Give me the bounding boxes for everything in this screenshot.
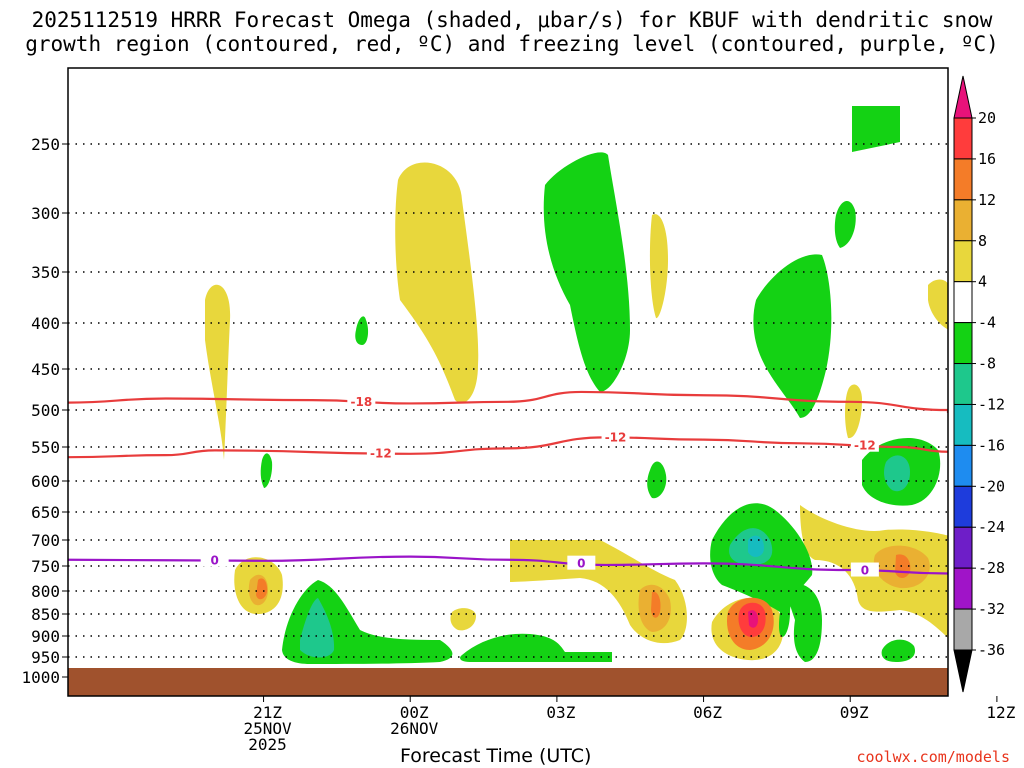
- colorbar-top-arrow: [953, 75, 973, 119]
- contour-label-bg: [850, 437, 879, 452]
- contour-label-bg: [347, 393, 376, 408]
- y-tick-label: 650: [31, 503, 60, 522]
- colorbar-swatch: [953, 567, 973, 610]
- x-tick-label: 2025: [248, 735, 287, 754]
- colorbar-swatch: [953, 281, 973, 324]
- contour-label: 0: [577, 557, 585, 571]
- y-tick-label: 850: [31, 605, 60, 624]
- omega-shade: [788, 583, 822, 662]
- x-tick-label: 25NOV: [243, 719, 292, 738]
- colorbar-label: 12: [978, 191, 996, 209]
- omega-shade: [748, 535, 764, 557]
- colorbar-label: -4: [978, 314, 996, 332]
- x-tick-label: 09Z: [840, 703, 869, 722]
- omega-shade: [928, 279, 948, 330]
- contour-label: -18: [350, 395, 372, 409]
- colorbar-swatch: [953, 158, 973, 201]
- y-tick-label: 350: [31, 263, 60, 282]
- y-tick-label: 1000: [21, 668, 60, 687]
- omega-shade: [300, 598, 335, 658]
- credit-text: coolwx.com/models: [856, 748, 1010, 766]
- contour-line: [68, 390, 948, 413]
- omega-shade: [753, 254, 832, 418]
- omega-shade: [260, 453, 273, 488]
- omega-shade: [852, 106, 900, 152]
- contour-label: -12: [370, 446, 392, 460]
- y-tick-label: 700: [31, 531, 60, 550]
- colorbar-swatch: [953, 240, 973, 283]
- plot-frame: [67, 67, 949, 697]
- omega-shade: [651, 591, 661, 618]
- x-tick-label: 12Z: [986, 703, 1015, 722]
- y-tick-label: 250: [31, 135, 60, 154]
- contour-label: 0: [861, 564, 869, 578]
- y-tick-label: 300: [31, 204, 60, 223]
- colorbar-label: 4: [978, 273, 987, 291]
- contour-label-bg: [366, 445, 395, 460]
- contour-line: [68, 436, 948, 459]
- colorbar-label: -12: [978, 395, 1005, 413]
- colorbar-swatch: [953, 199, 973, 242]
- contour-label-bg: [850, 562, 879, 577]
- colorbar-label: 8: [978, 232, 987, 250]
- contour-label: 0: [210, 554, 218, 568]
- y-tick-label: 750: [31, 557, 60, 576]
- contour-line: [68, 555, 948, 575]
- y-tick-label: 600: [31, 472, 60, 491]
- y-tick-label: 950: [31, 648, 60, 667]
- omega-shade: [355, 316, 369, 345]
- omega-shade: [884, 455, 910, 492]
- y-tick-label: 550: [31, 438, 60, 457]
- colorbar-swatch: [953, 444, 973, 487]
- colorbar-swatch: [953, 117, 973, 160]
- colorbar-label: -36: [978, 641, 1005, 659]
- y-tick-label: 800: [31, 582, 60, 601]
- omega-shade: [834, 200, 856, 248]
- y-tick-label: 900: [31, 627, 60, 646]
- contour-label: -12: [854, 439, 876, 453]
- y-tick-label: 400: [31, 314, 60, 333]
- omega-shade: [649, 214, 668, 319]
- omega-shade: [881, 639, 916, 662]
- x-axis-label: Forecast Time (UTC): [400, 745, 592, 767]
- ground-layer: [68, 668, 948, 696]
- colorbar-swatch: [953, 526, 973, 569]
- omega-shade: [710, 503, 813, 637]
- omega-shade: [256, 578, 268, 600]
- y-tick-label: 500: [31, 401, 60, 420]
- colorbar-label: -16: [978, 436, 1005, 454]
- colorbar-bottom-arrow: [953, 649, 973, 693]
- contour-label-bg: [567, 555, 596, 570]
- colorbar-label: -8: [978, 355, 996, 373]
- y-tick-label: 450: [31, 360, 60, 379]
- omega-shade: [845, 384, 862, 439]
- contour-label: -12: [605, 431, 627, 445]
- colorbar-label: -32: [978, 600, 1005, 618]
- colorbar-label: -20: [978, 477, 1005, 495]
- colorbar: 20 16 12 8 4 -4 -8 -12 -16 -20 -24 -28 -32 -36: [953, 75, 1005, 693]
- colorbar-label: 20: [978, 109, 996, 127]
- omega-shade: [647, 461, 667, 499]
- omega-shade: [205, 284, 231, 460]
- omega-shade: [450, 608, 476, 631]
- colorbar-label: -24: [978, 518, 1005, 536]
- x-tick-label: 00Z: [400, 703, 429, 722]
- colorbar-label: -28: [978, 559, 1005, 577]
- contour-label-bg: [601, 429, 630, 444]
- colorbar-swatch: [953, 608, 973, 651]
- x-tick-label: 03Z: [546, 703, 575, 722]
- omega-shade: [395, 162, 479, 404]
- chart-title: 2025112519 HRRR Forecast Omega (shaded, …: [25, 8, 999, 56]
- colorbar-swatch: [953, 322, 973, 365]
- colorbar-swatch: [953, 363, 973, 405]
- colorbar-swatch: [953, 485, 973, 528]
- x-tick-label: 26NOV: [390, 719, 439, 738]
- contour-label-bg: [200, 552, 229, 567]
- colorbar-label: 16: [978, 150, 996, 168]
- omega-shade: [460, 633, 612, 662]
- x-tick-label: 06Z: [693, 703, 722, 722]
- colorbar-swatch: [953, 403, 973, 446]
- x-tick-label: 21Z: [253, 703, 282, 722]
